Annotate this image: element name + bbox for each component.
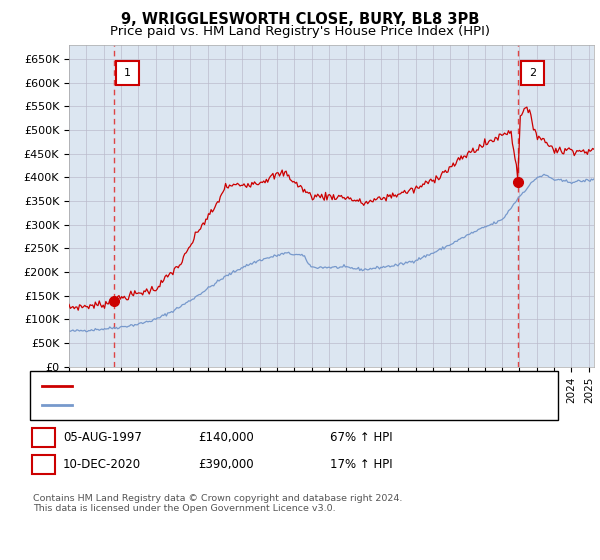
Text: £140,000: £140,000 [198, 431, 254, 445]
Text: HPI: Average price, detached house, Bury: HPI: Average price, detached house, Bury [78, 400, 306, 410]
Text: 17% ↑ HPI: 17% ↑ HPI [330, 458, 392, 472]
Text: 2: 2 [40, 458, 47, 472]
Text: 2: 2 [529, 68, 536, 78]
Text: £390,000: £390,000 [198, 458, 254, 472]
Text: 05-AUG-1997: 05-AUG-1997 [63, 431, 142, 445]
Text: 1: 1 [124, 68, 131, 78]
FancyBboxPatch shape [116, 61, 139, 85]
Text: Contains HM Land Registry data © Crown copyright and database right 2024.
This d: Contains HM Land Registry data © Crown c… [33, 494, 403, 514]
Text: Price paid vs. HM Land Registry's House Price Index (HPI): Price paid vs. HM Land Registry's House … [110, 25, 490, 38]
Text: 67% ↑ HPI: 67% ↑ HPI [330, 431, 392, 445]
FancyBboxPatch shape [521, 61, 544, 85]
Text: 1: 1 [40, 431, 47, 445]
Text: 9, WRIGGLESWORTH CLOSE, BURY, BL8 3PB (detached house): 9, WRIGGLESWORTH CLOSE, BURY, BL8 3PB (d… [78, 381, 418, 391]
Text: 9, WRIGGLESWORTH CLOSE, BURY, BL8 3PB: 9, WRIGGLESWORTH CLOSE, BURY, BL8 3PB [121, 12, 479, 27]
Text: 10-DEC-2020: 10-DEC-2020 [63, 458, 141, 472]
